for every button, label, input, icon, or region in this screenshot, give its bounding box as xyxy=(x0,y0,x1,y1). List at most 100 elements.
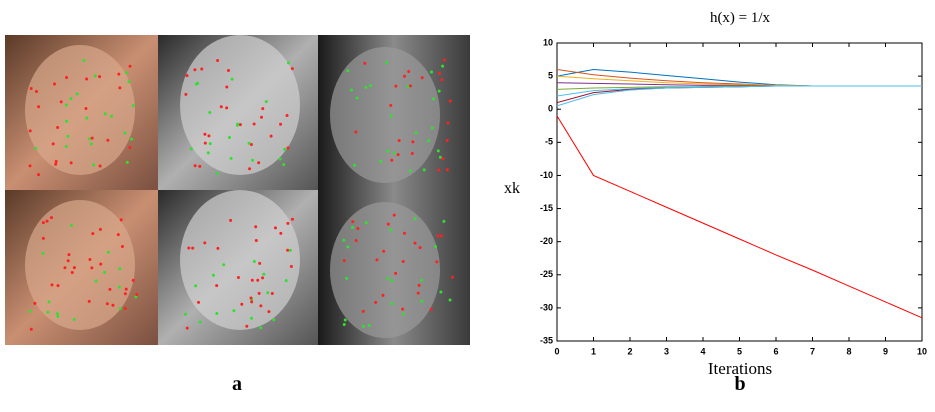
landmark xyxy=(69,97,73,101)
landmark xyxy=(216,246,220,250)
x-tick-label: 8 xyxy=(846,346,851,356)
landmark xyxy=(430,126,434,130)
landmark xyxy=(88,137,92,141)
landmark xyxy=(285,113,289,117)
landmark xyxy=(69,224,73,228)
landmark xyxy=(434,245,438,249)
landmark xyxy=(250,316,254,320)
landmark xyxy=(381,293,385,297)
landmark xyxy=(437,168,441,172)
landmark xyxy=(389,114,393,118)
landmark xyxy=(260,115,264,119)
landmark xyxy=(247,141,251,145)
landmark xyxy=(259,326,263,330)
landmark xyxy=(47,300,51,304)
landmark xyxy=(386,149,390,153)
landmark xyxy=(257,291,261,295)
landmark xyxy=(225,106,229,110)
landmark xyxy=(379,160,383,164)
y-tick-label: 0 xyxy=(548,104,553,114)
landmark xyxy=(64,144,68,148)
landmark xyxy=(65,76,69,80)
landmark xyxy=(254,238,258,242)
landmark xyxy=(451,275,455,279)
landmark xyxy=(442,219,446,223)
x-tick-label: 4 xyxy=(700,346,705,356)
landmark xyxy=(215,284,219,288)
landmark xyxy=(106,138,110,142)
landmark xyxy=(289,264,293,268)
landmark xyxy=(127,80,131,84)
x-tick-label: 2 xyxy=(627,346,632,356)
y-tick-label: -35 xyxy=(540,335,553,345)
y-axis-label: xk xyxy=(504,180,520,197)
landmark xyxy=(382,249,386,253)
landmark xyxy=(227,135,231,139)
landmark xyxy=(194,82,198,86)
landmark xyxy=(66,134,70,138)
landmark xyxy=(288,248,292,252)
landmark xyxy=(361,309,365,313)
landmark xyxy=(342,323,346,327)
landmark xyxy=(250,300,254,304)
landmark xyxy=(286,248,290,252)
landmark xyxy=(431,97,435,101)
landmark xyxy=(345,276,349,280)
landmark xyxy=(402,231,406,235)
landmark xyxy=(193,164,197,168)
landmark xyxy=(414,131,418,135)
y-tick-label: 10 xyxy=(543,37,553,47)
landmark xyxy=(349,88,353,92)
landmark xyxy=(411,140,415,144)
landmark xyxy=(279,231,283,235)
landmark xyxy=(54,159,58,163)
landmark xyxy=(420,76,424,80)
landmark xyxy=(46,310,50,314)
landmark xyxy=(441,64,445,68)
landmark xyxy=(427,139,431,143)
landmark xyxy=(65,119,69,123)
landmark xyxy=(413,217,417,221)
landmark xyxy=(92,163,96,167)
landmark xyxy=(252,122,256,126)
landmark xyxy=(254,225,258,229)
landmark xyxy=(72,266,76,270)
landmark xyxy=(128,64,132,68)
landmark xyxy=(390,279,394,283)
landmark xyxy=(123,292,127,296)
landmark xyxy=(236,276,240,280)
landmark xyxy=(222,263,226,267)
landmark xyxy=(389,228,393,232)
landmark xyxy=(191,246,195,250)
landmark xyxy=(200,67,204,71)
landmark xyxy=(397,139,401,143)
y-tick-label: -5 xyxy=(545,137,553,147)
y-tick-label: 5 xyxy=(548,70,553,80)
landmark xyxy=(98,75,102,79)
landmark xyxy=(59,100,63,104)
landmark xyxy=(406,85,410,89)
landmark xyxy=(407,70,411,74)
landmark xyxy=(51,142,55,146)
series-line xyxy=(556,85,922,107)
landmark xyxy=(203,132,207,136)
landmark xyxy=(69,161,73,165)
landmark xyxy=(363,61,367,65)
landmark xyxy=(282,163,286,167)
landmark xyxy=(438,155,442,159)
landmark xyxy=(41,236,45,240)
face xyxy=(180,35,300,175)
face-photos xyxy=(5,35,470,345)
landmark xyxy=(119,218,123,222)
landmark xyxy=(437,89,441,93)
landmark xyxy=(439,290,443,294)
landmark xyxy=(226,69,230,73)
x-tick-label: 7 xyxy=(810,346,815,356)
x-tick-label: 3 xyxy=(664,346,669,356)
landmark xyxy=(445,168,449,172)
landmark xyxy=(235,123,239,127)
x-axis-label: Iterations xyxy=(708,359,772,378)
landmark xyxy=(123,131,127,135)
